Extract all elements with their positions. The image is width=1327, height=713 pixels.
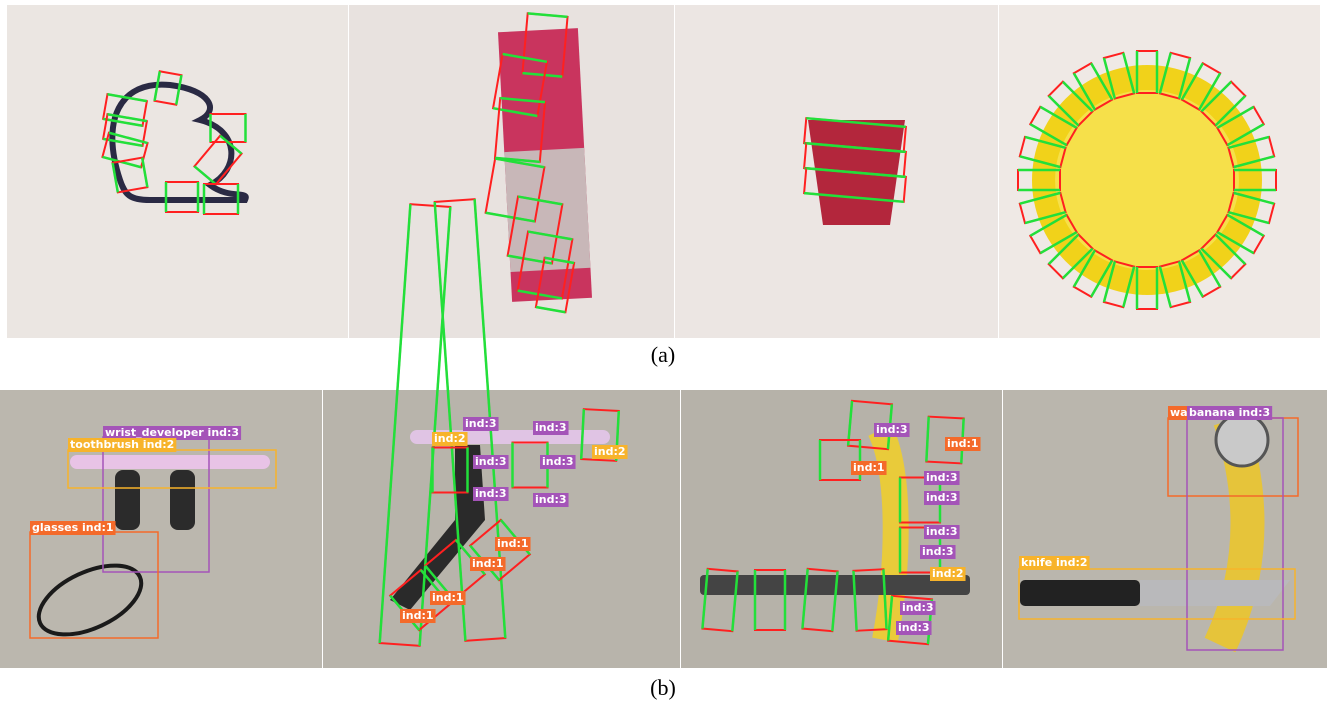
detection-label: ind:2: [594, 445, 626, 458]
photo: [7, 5, 348, 338]
caption: (a): [651, 342, 675, 367]
figure: (a) wrist_developer ind:3toothbrush ind:…: [0, 0, 1327, 713]
detection-label: ind:1: [402, 609, 434, 622]
detection-label: ind:1: [947, 437, 979, 450]
photo: [1003, 390, 1327, 668]
detection-label: ind:3: [542, 455, 574, 468]
caption: (b): [650, 675, 676, 700]
detection-label: ind:1: [853, 461, 885, 474]
detection-label: toothbrush ind:2: [70, 438, 174, 451]
handle: [170, 470, 195, 530]
box-label: [504, 148, 590, 272]
detection-label: ind:3: [475, 455, 507, 468]
toothbrush: [70, 455, 270, 469]
detection-label: ind:3: [535, 493, 567, 506]
watch: [1216, 414, 1268, 466]
detection-label: ind:3: [876, 423, 908, 436]
detection-label: ind:3: [926, 491, 958, 504]
detection-label: wa: [1170, 406, 1188, 419]
detection-label: ind:2: [932, 567, 964, 580]
detection-label: ind:3: [898, 621, 930, 634]
detection-label: ind:3: [926, 471, 958, 484]
detection-label: ind:1: [472, 557, 504, 570]
detection-label: ind:2: [434, 432, 466, 445]
detection-label: ind:3: [465, 417, 497, 430]
detection-label: ind:1: [497, 537, 529, 550]
detection-label: ind:3: [902, 601, 934, 614]
plate-inner: [1055, 90, 1239, 270]
detection-label: ind:3: [926, 525, 958, 538]
knife-handle: [1020, 580, 1140, 606]
detection-label: ind:3: [475, 487, 507, 500]
detection-label: ind:1: [432, 591, 464, 604]
handle: [115, 470, 140, 530]
detection-label: glasses ind:1: [32, 521, 114, 534]
detection-label: banana ind:3: [1189, 406, 1270, 419]
knife-blade: [1140, 580, 1290, 606]
detection-label: knife ind:2: [1021, 556, 1088, 569]
detection-label: ind:3: [922, 545, 954, 558]
detection-label: ind:3: [535, 421, 567, 434]
